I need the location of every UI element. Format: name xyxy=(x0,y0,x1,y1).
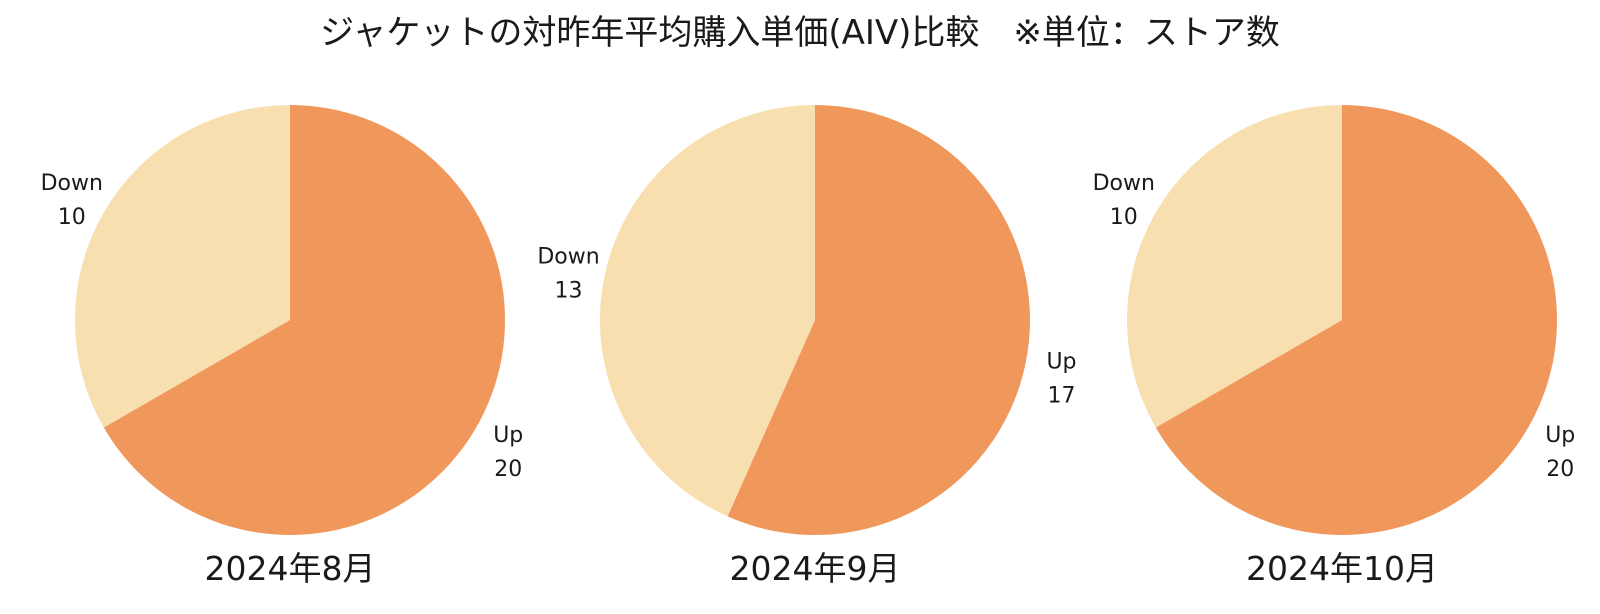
slice-value-down: 10 xyxy=(58,205,86,230)
slice-value-up: 20 xyxy=(1546,457,1574,482)
slice-label-up: Up xyxy=(493,423,523,448)
chart-title: ジャケットの対昨年平均購入単価(AIV)比較 ※単位：ストア数 xyxy=(320,13,1280,53)
slice-label-up: Up xyxy=(1046,349,1076,374)
pie-caption: 2024年9月 xyxy=(730,549,901,588)
slice-value-down: 13 xyxy=(555,279,583,304)
slice-label-down: Down xyxy=(537,245,599,270)
slice-label-down: Down xyxy=(41,171,103,196)
pie-slice-up xyxy=(727,105,1030,535)
slice-label-down: Down xyxy=(1093,171,1155,196)
slice-label-up: Up xyxy=(1545,423,1575,448)
slice-value-down: 10 xyxy=(1110,205,1138,230)
pie-chart-1: Up 20 Down 10 2024年8月 xyxy=(41,105,523,588)
pie-slice-up xyxy=(1155,105,1557,535)
pie-slice-down xyxy=(599,105,815,517)
slice-value-up: 20 xyxy=(494,457,522,482)
pie-chart-3: Up 20 Down 10 2024年10月 xyxy=(1093,105,1575,588)
pie-slice-down xyxy=(74,105,290,428)
pie-slice-down xyxy=(1127,105,1342,428)
pie-caption: 2024年8月 xyxy=(205,549,376,588)
pie-slice-up xyxy=(103,105,505,535)
pie-caption: 2024年10月 xyxy=(1246,549,1438,588)
pie-chart-2: Up 17 Down 13 2024年9月 xyxy=(537,105,1077,588)
slice-value-up: 17 xyxy=(1047,383,1075,408)
